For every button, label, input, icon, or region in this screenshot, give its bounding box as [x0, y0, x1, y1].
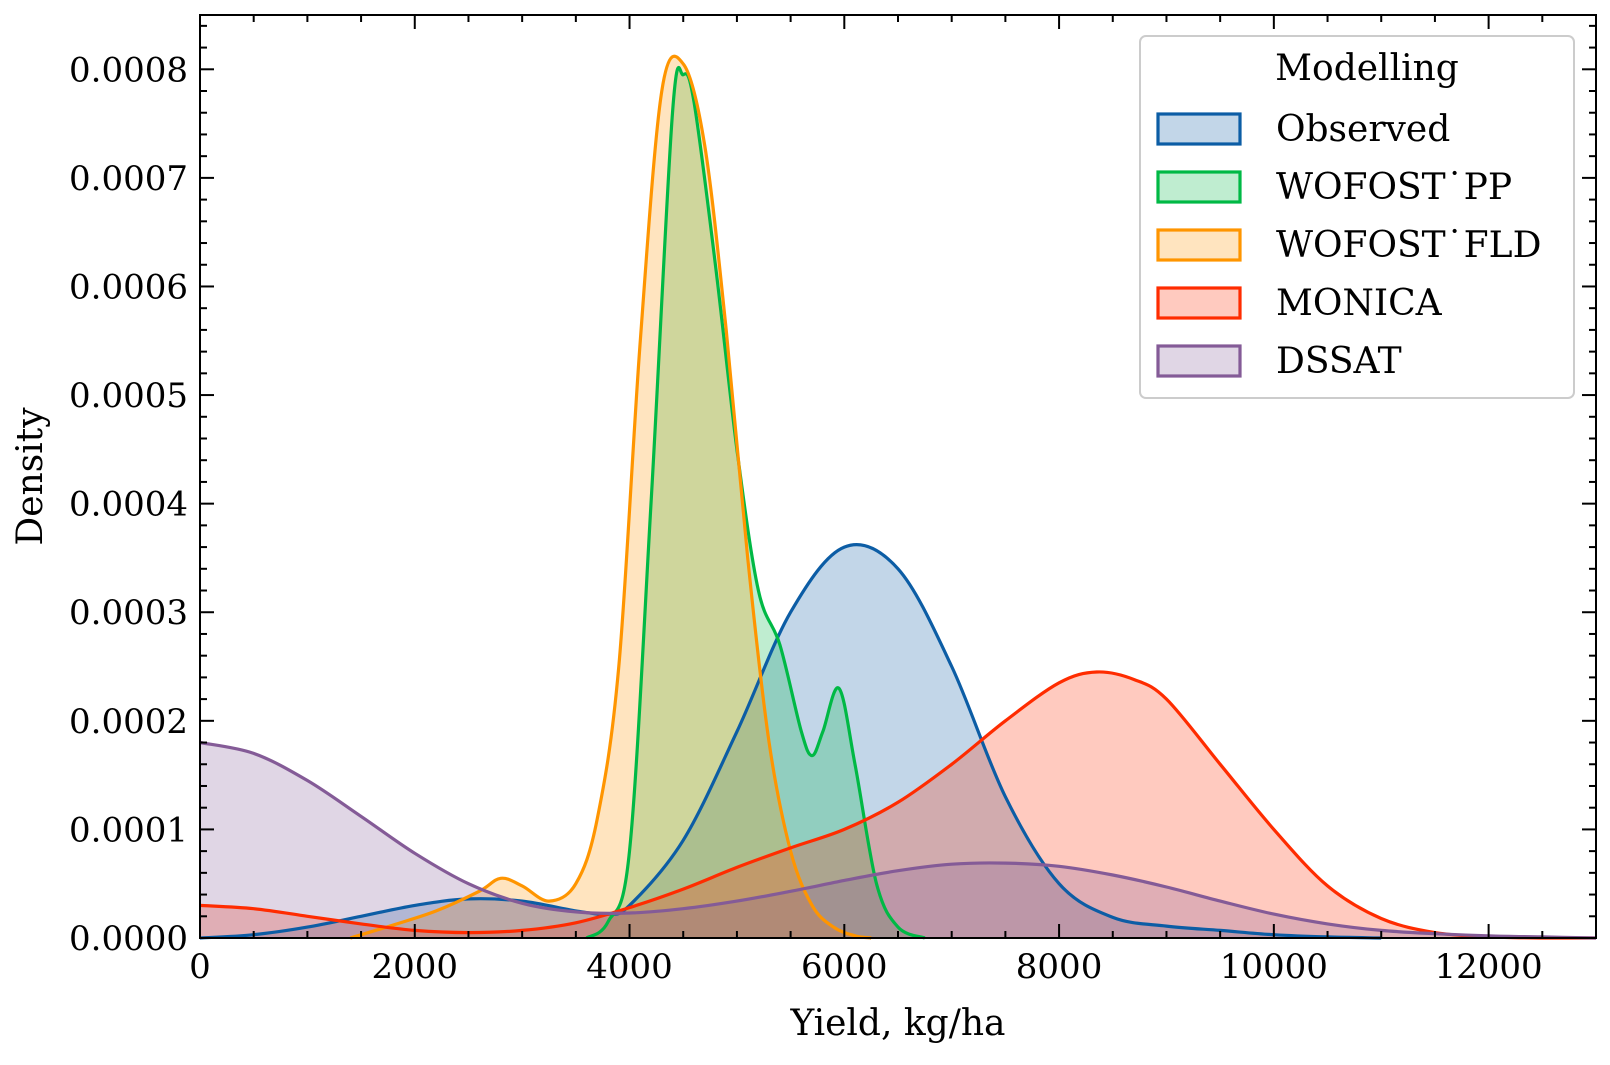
legend-label-dssat: DSSAT [1276, 341, 1402, 382]
area-monica [200, 671, 1596, 938]
x-tick-label: 12000 [1435, 947, 1543, 987]
legend-label-wofost-fld: WOFOST˙FLD [1276, 225, 1541, 266]
density-lines [199, 54, 1597, 940]
x-tick-label: 10000 [1220, 947, 1328, 987]
area-observed [200, 544, 1382, 938]
line-dssat [199, 740, 1597, 940]
y-tick-label: 0.0000 [69, 919, 188, 959]
legend-swatch-dssat [1156, 344, 1242, 378]
legend-swatch-observed [1156, 112, 1242, 146]
x-tick-label: 0 [189, 947, 211, 987]
line-observed [199, 543, 1382, 940]
area-wofost-pp [586, 67, 925, 938]
area-dssat [200, 742, 1596, 938]
y-tick-label: 0.0006 [69, 267, 188, 307]
x-axis-ticks: 0 2000 4000 6000 8000 10000 12000 [189, 15, 1597, 987]
legend-swatch-monica [1156, 286, 1242, 320]
line-wofost-fld [349, 54, 872, 940]
y-tick-label: 0.0002 [69, 702, 188, 742]
x-axis-label: Yield, kg/ha [789, 1003, 1005, 1044]
legend-swatch-wofost-fld [1156, 228, 1242, 262]
legend-items: Observed WOFOST˙PP WOFOST˙FLD MONICA DSSAT [1156, 109, 1541, 382]
line-wofost-pp [585, 66, 926, 940]
legend-label-observed: Observed [1276, 109, 1450, 150]
density-areas [200, 56, 1596, 938]
legend-label-monica: MONICA [1276, 283, 1443, 324]
y-tick-label: 0.0007 [69, 159, 188, 199]
legend-swatch-wofost-pp [1156, 170, 1242, 204]
legend-box [1139, 35, 1575, 399]
y-tick-label: 0.0003 [69, 593, 188, 633]
legend-title: Modelling [1275, 48, 1459, 89]
legend-label-wofost-pp: WOFOST˙PP [1276, 167, 1512, 208]
x-tick-label: 2000 [372, 947, 459, 987]
line-monica [199, 670, 1596, 940]
area-wofost-fld [350, 56, 872, 938]
y-tick-label: 0.0008 [69, 50, 188, 90]
x-tick-label: 6000 [801, 947, 888, 987]
x-tick-label: 4000 [586, 947, 673, 987]
y-tick-label: 0.0001 [69, 810, 188, 850]
y-tick-label: 0.0005 [69, 376, 188, 416]
legend: Modelling Observed WOFOST˙PP WOFOST˙FLD MON… [1139, 35, 1575, 399]
y-tick-label: 0.0004 [69, 485, 188, 525]
y-axis-label: Density [10, 407, 51, 546]
y-axis-ticks: 0.0000 0.0001 0.0002 0.0003 0.0004 0.0005 0.00… [69, 24, 1596, 959]
x-tick-label: 8000 [1016, 947, 1103, 987]
